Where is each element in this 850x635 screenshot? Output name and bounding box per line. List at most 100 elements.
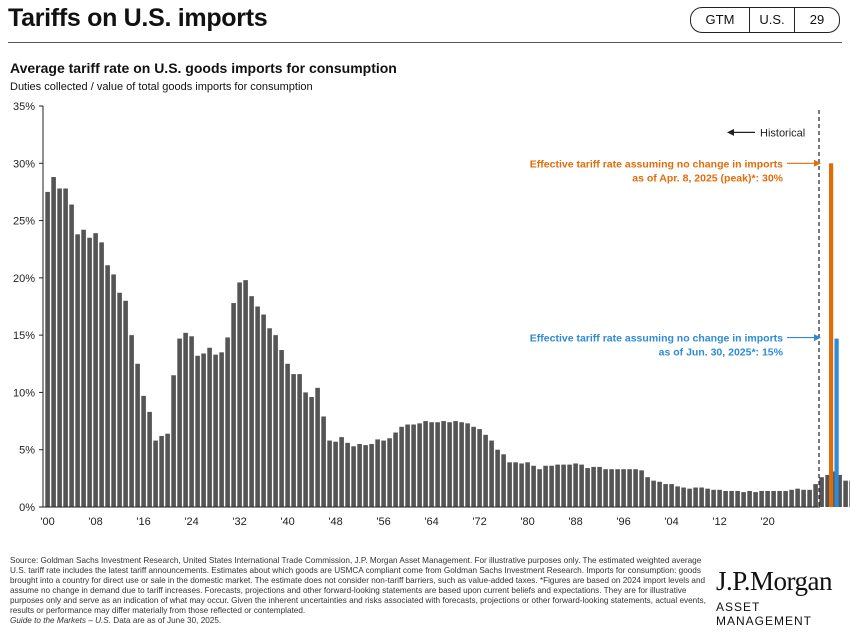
scenario-bar <box>834 338 839 507</box>
history-bar <box>729 490 734 507</box>
history-bar <box>543 465 548 507</box>
history-bar <box>669 484 674 507</box>
history-bar <box>459 422 464 507</box>
footnote-guide: Guide to the Markets – U.S. <box>10 616 112 625</box>
history-bar <box>63 188 68 507</box>
history-bar <box>507 462 512 507</box>
history-bar <box>777 490 782 507</box>
history-bar <box>213 354 218 507</box>
y-tick-label: 25% <box>13 216 35 228</box>
history-bar <box>273 335 278 507</box>
history-bar <box>555 464 560 507</box>
history-bar <box>399 426 404 507</box>
history-bar <box>267 328 272 507</box>
x-tick-label: '40 <box>280 516 294 528</box>
y-tick-label: 0% <box>19 502 35 514</box>
scenario-arrow-head <box>814 159 821 167</box>
history-bar <box>99 242 104 507</box>
history-bar <box>699 487 704 507</box>
scenario-bar <box>829 163 834 508</box>
history-bar <box>135 363 140 507</box>
history-bar <box>225 337 230 507</box>
history-bar <box>141 395 146 507</box>
history-bar <box>75 234 80 507</box>
history-bar <box>375 439 380 507</box>
history-bar <box>195 355 200 507</box>
history-bar <box>189 336 194 507</box>
history-bar <box>159 435 164 507</box>
history-bar <box>435 422 440 507</box>
history-bar <box>651 480 656 507</box>
history-bar <box>243 280 248 507</box>
x-tick-label: '72 <box>472 516 486 528</box>
history-bar <box>537 469 542 507</box>
history-bar <box>453 421 458 507</box>
history-bar <box>303 392 308 507</box>
history-bar <box>429 422 434 507</box>
x-tick-label: '04 <box>664 516 678 528</box>
y-tick-label: 15% <box>13 330 35 342</box>
history-bar <box>417 423 422 507</box>
history-bar <box>207 347 212 507</box>
historical-arrow-head <box>727 128 734 136</box>
history-bar <box>315 387 320 507</box>
history-bar <box>105 265 110 507</box>
history-bar <box>51 177 56 507</box>
history-bar <box>291 374 296 507</box>
y-tick-label: 10% <box>13 387 35 399</box>
history-bar <box>627 469 632 507</box>
page-title: Tariffs on U.S. imports <box>8 4 268 32</box>
history-bar <box>249 296 254 507</box>
badge-region: U.S. <box>750 8 795 32</box>
chart-subtitle: Duties collected / value of total goods … <box>10 81 313 93</box>
history-bar <box>603 469 608 507</box>
history-bar <box>789 489 794 507</box>
history-bar <box>735 490 740 507</box>
history-bar <box>117 292 122 507</box>
history-bar <box>285 363 290 507</box>
history-bar <box>93 233 98 507</box>
history-bar <box>681 487 686 507</box>
scenario-label-line1: Effective tariff rate assuming no change… <box>530 158 783 170</box>
y-tick-label: 30% <box>13 158 35 170</box>
scenario-label-line2: as of Apr. 8, 2025 (peak)*: 30% <box>632 172 783 184</box>
history-bar <box>339 437 344 507</box>
history-bar <box>447 422 452 507</box>
x-tick-label: '88 <box>568 516 582 528</box>
history-bar <box>801 489 806 507</box>
history-bar <box>633 469 638 507</box>
x-tick-label: '96 <box>616 516 630 528</box>
history-bar <box>825 474 830 507</box>
history-bar <box>549 465 554 507</box>
history-bar <box>615 469 620 507</box>
footnote-asof: Data are as of June 30, 2025. <box>111 616 222 625</box>
history-bar <box>501 454 506 507</box>
history-bar <box>693 487 698 507</box>
history-bar <box>765 490 770 507</box>
history-bar <box>321 416 326 507</box>
history-bar <box>177 338 182 507</box>
history-bar <box>363 445 368 507</box>
history-bar <box>423 421 428 507</box>
x-tick-label: '16 <box>136 516 150 528</box>
badge-gtm: GTM <box>691 8 750 32</box>
history-bar <box>351 446 356 507</box>
header-divider <box>8 42 842 43</box>
history-bar <box>819 477 824 507</box>
history-bar <box>783 490 788 507</box>
history-bar <box>807 489 812 507</box>
history-bar <box>69 204 74 507</box>
footnote: Source: Goldman Sachs Investment Researc… <box>10 556 710 626</box>
history-bar <box>441 421 446 507</box>
history-bar <box>231 303 236 507</box>
history-bar <box>411 424 416 507</box>
history-bar <box>111 274 116 507</box>
history-bar <box>171 375 176 507</box>
x-tick-label: '12 <box>712 516 726 528</box>
history-bar <box>813 484 818 507</box>
history-bar <box>45 191 50 507</box>
history-bar <box>297 374 302 507</box>
history-bar <box>333 441 338 507</box>
history-bar <box>567 464 572 507</box>
badge-page-number: 29 <box>809 12 825 27</box>
